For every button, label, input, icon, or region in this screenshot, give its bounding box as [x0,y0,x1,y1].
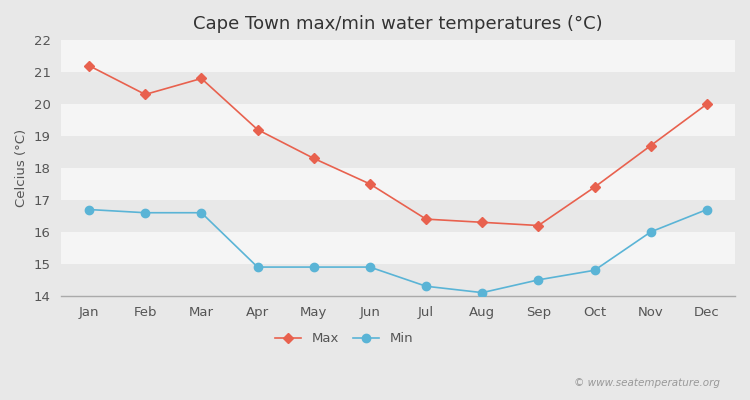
Max [197,76,206,81]
Min [478,290,487,295]
Bar [61,72,735,104]
Min [703,207,712,212]
Min [309,265,318,270]
Min [534,278,543,282]
Max [590,185,599,190]
Max [85,63,94,68]
Line: Max: Max [86,62,710,229]
Min [365,265,374,270]
Bar [61,136,735,168]
Max [703,102,712,106]
Bar [61,40,735,72]
Line: Min: Min [85,205,711,297]
Bar [61,104,735,136]
Bar [61,168,735,200]
Title: Cape Town max/min water temperatures (°C): Cape Town max/min water temperatures (°C… [194,15,603,33]
Text: © www.seatemperature.org: © www.seatemperature.org [574,378,720,388]
Min [85,207,94,212]
Max [478,220,487,225]
Min [422,284,430,289]
Max [534,223,543,228]
Max [253,127,262,132]
Bar [61,200,735,232]
Bar [61,264,735,296]
Min [253,265,262,270]
Y-axis label: Celcius (°C): Celcius (°C) [15,129,28,207]
Max [422,217,430,222]
Legend: Max, Min: Max, Min [275,332,413,346]
Max [309,156,318,161]
Min [646,230,656,234]
Max [646,143,656,148]
Max [365,182,374,186]
Min [197,210,206,215]
Min [141,210,150,215]
Min [590,268,599,273]
Bar [61,232,735,264]
Max [141,92,150,97]
